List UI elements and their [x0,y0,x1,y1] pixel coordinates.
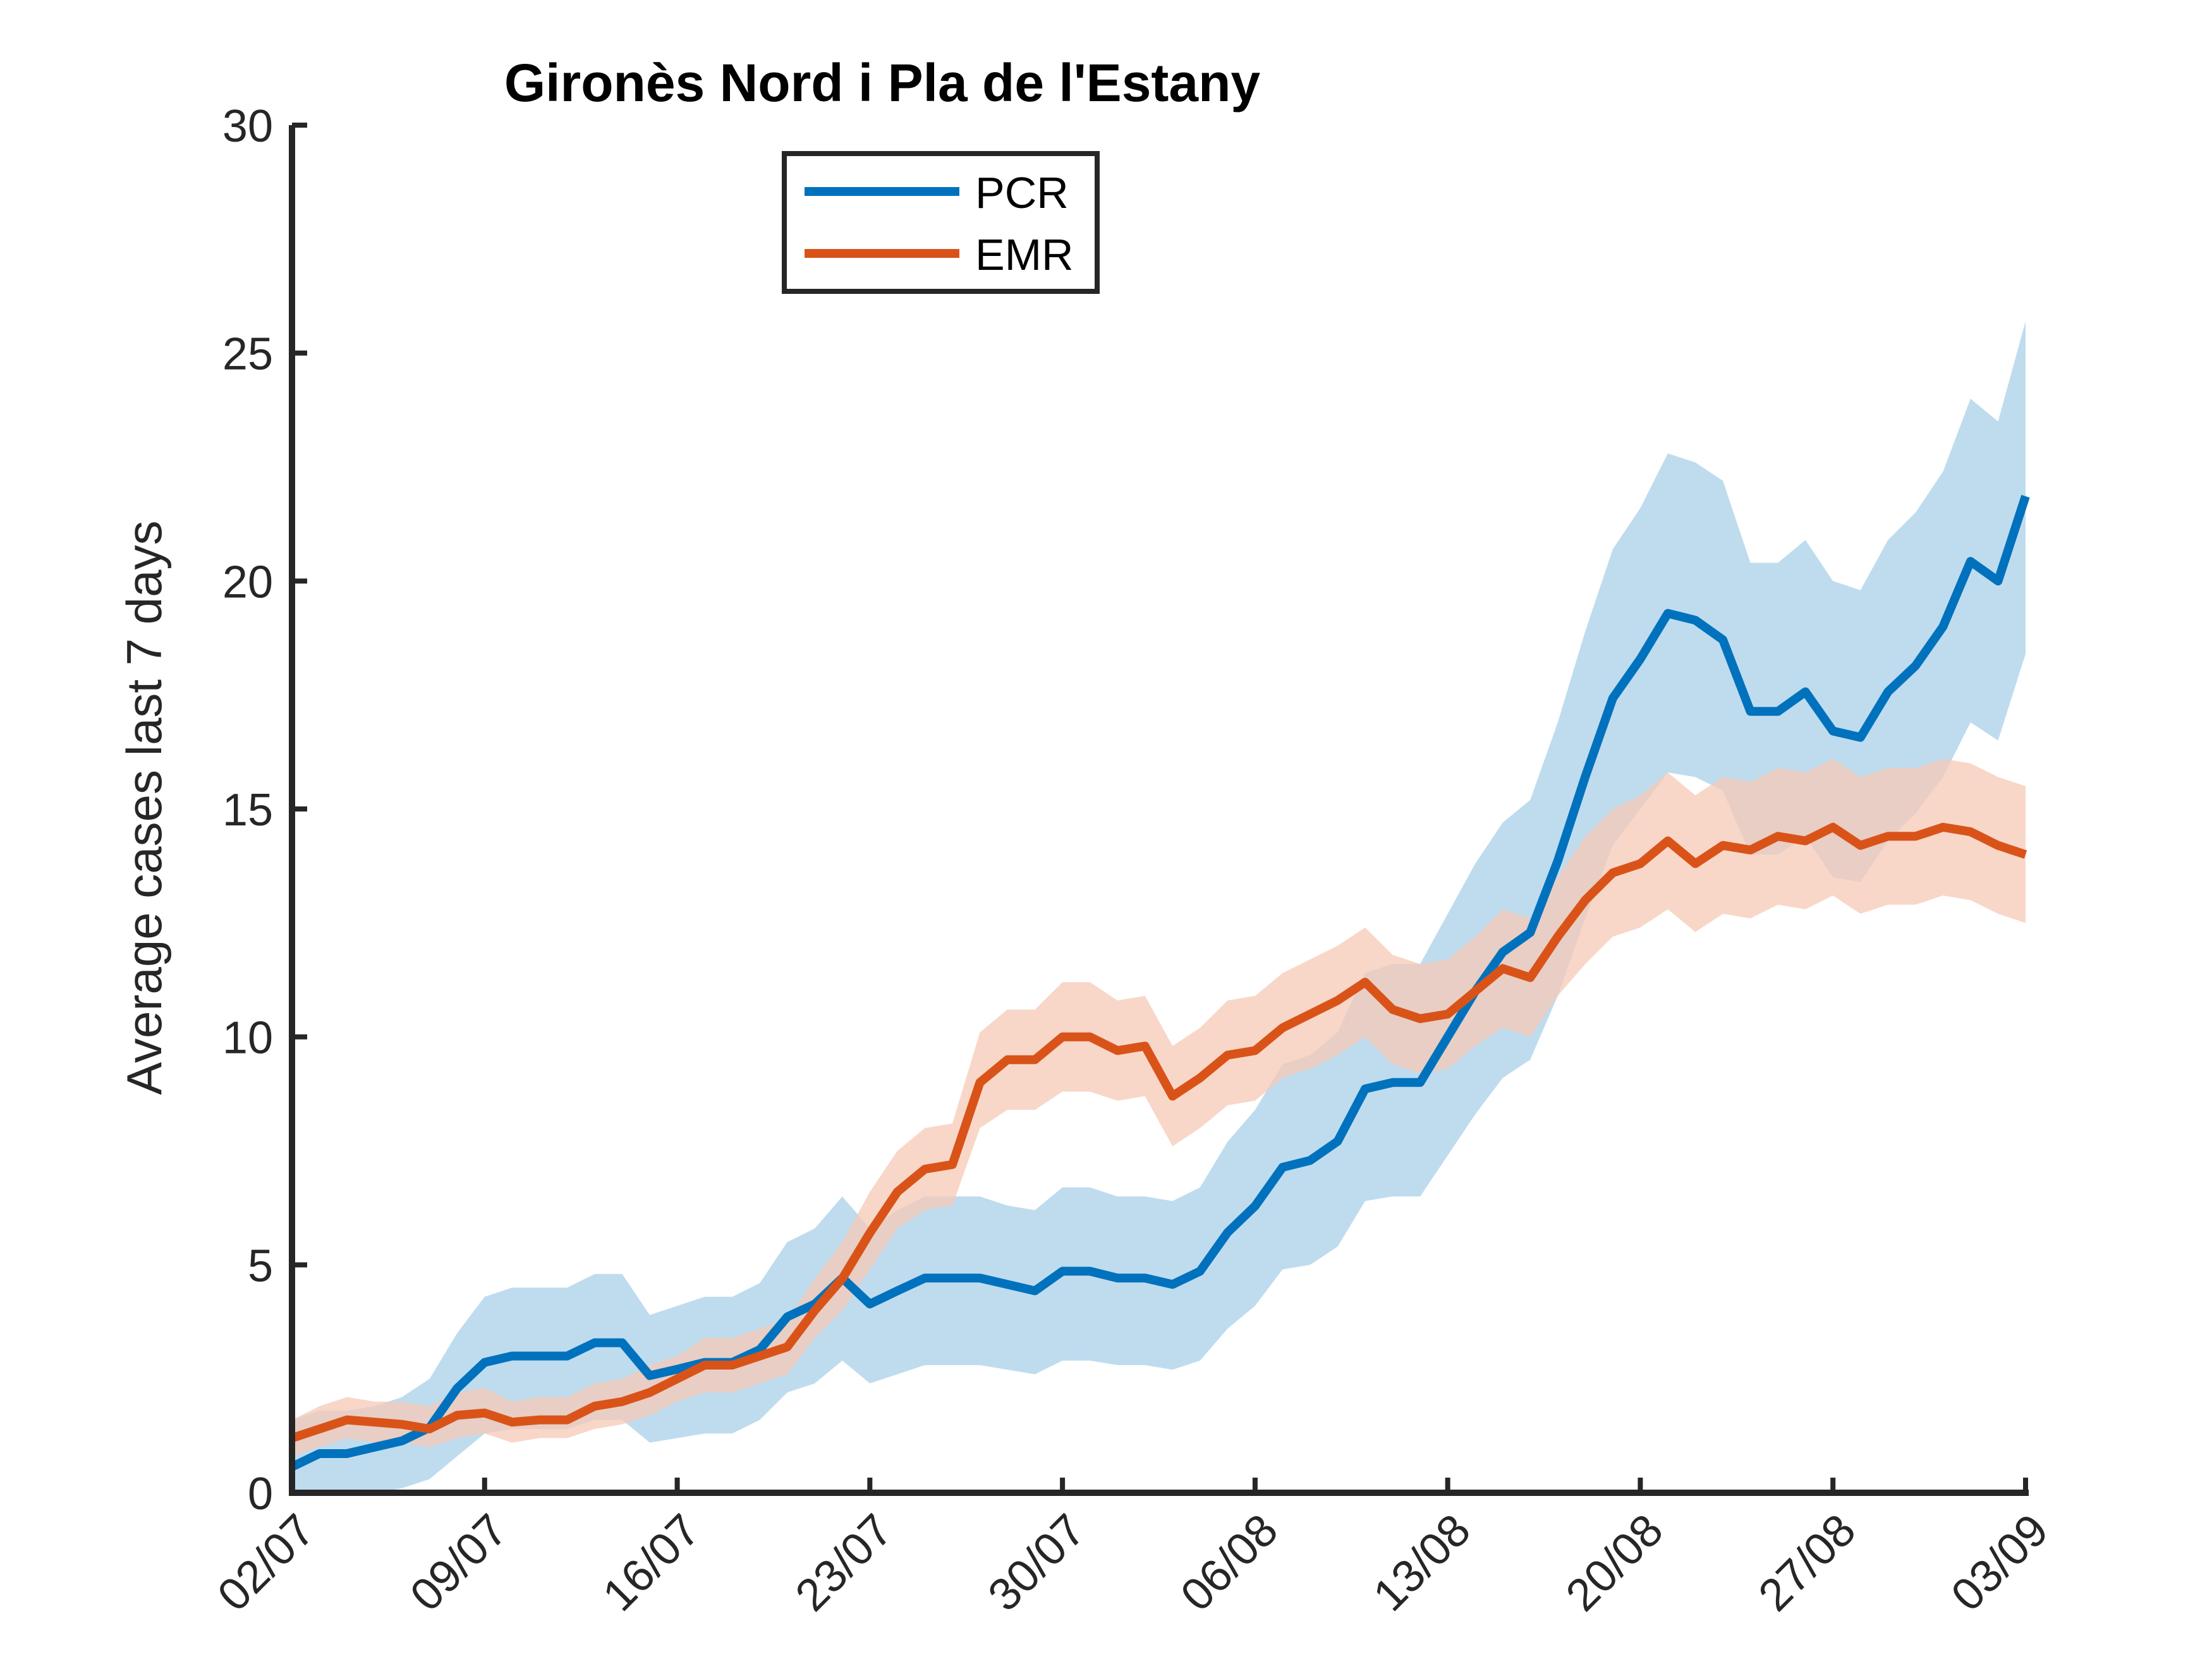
y-tick-label: 20 [222,557,273,607]
series-lines [289,495,2030,1471]
band-pcr [292,321,2026,1493]
legend: PCR EMR [782,151,1100,294]
y-tick-label: 30 [222,101,273,152]
legend-label-emr: EMR [975,230,1074,279]
chart-title: Gironès Nord i Pla de l'Estany [504,53,1261,112]
y-tick-label: 5 [248,1241,273,1291]
band-emr [292,758,2026,1457]
confidence-bands [292,321,2026,1493]
line-pcr [289,495,2030,1471]
y-tick-label: 25 [222,329,273,380]
legend-box [782,151,1100,294]
line-emr [290,822,2027,1443]
y-axis-label: Average cases last 7 days [116,520,172,1095]
y-tick-label: 0 [248,1469,273,1519]
y-tick-label: 15 [222,785,273,836]
y-ticks: 0 5 10 15 20 25 30 [222,101,307,1519]
legend-label-pcr: PCR [975,168,1069,217]
y-tick-label: 10 [222,1013,273,1064]
